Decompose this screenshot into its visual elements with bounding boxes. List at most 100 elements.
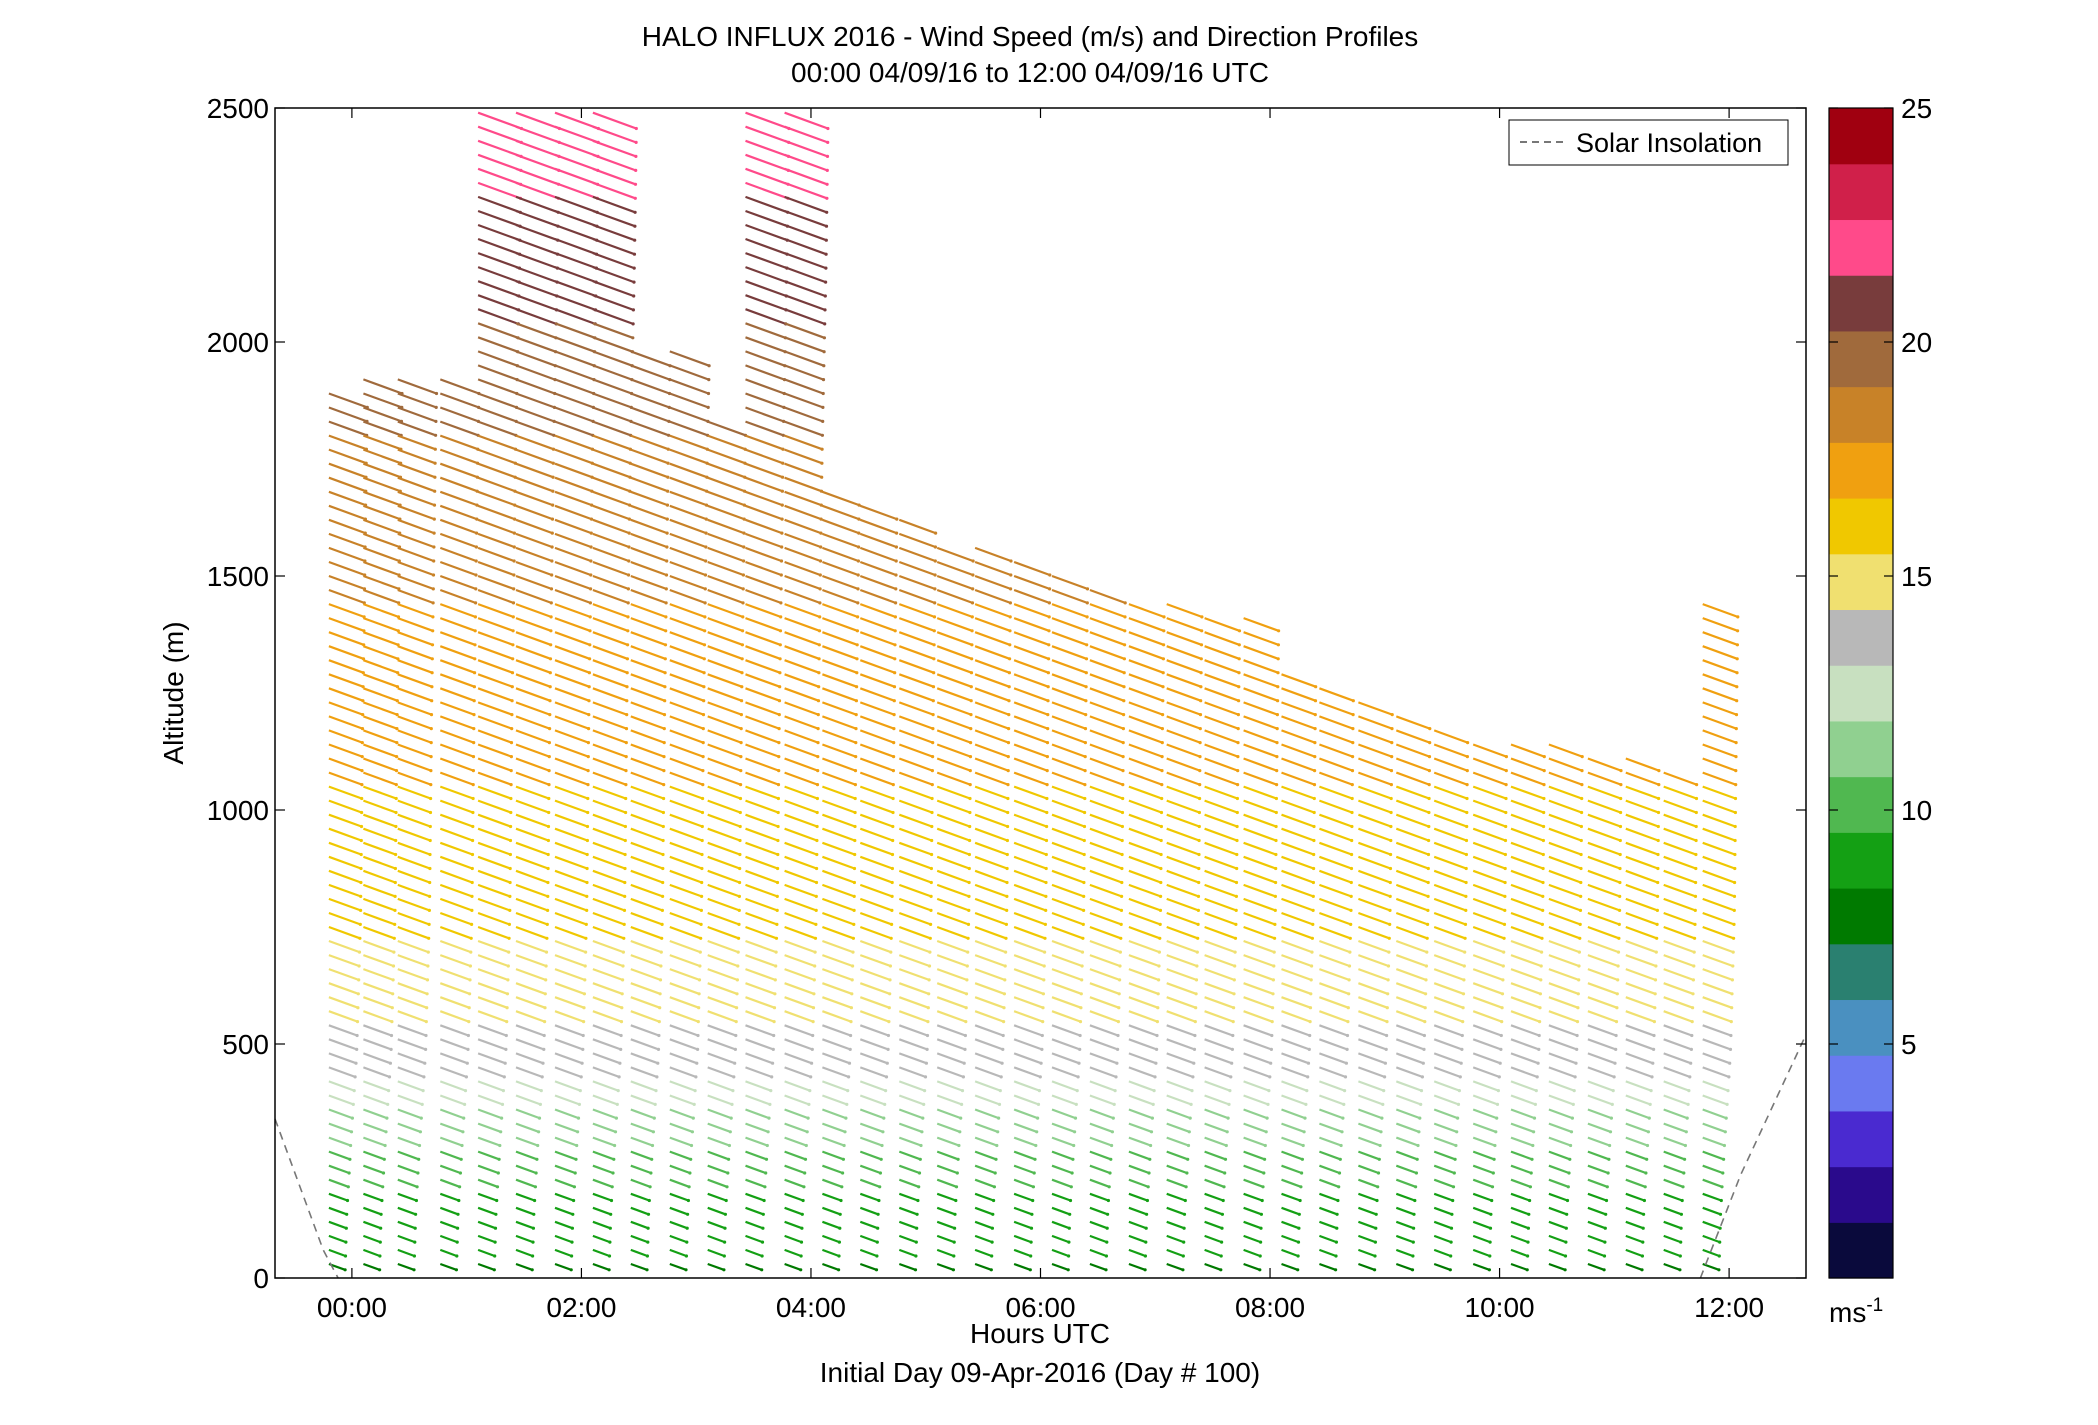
wind-arrow bbox=[745, 434, 784, 451]
wind-arrow-head bbox=[1182, 1240, 1186, 1244]
wind-arrow-head bbox=[1233, 936, 1238, 940]
wind-arrow bbox=[745, 1094, 771, 1106]
wind-arrow-head bbox=[1412, 1226, 1416, 1230]
wind-arrow-head bbox=[777, 741, 781, 745]
wind-arrow-head bbox=[1427, 824, 1431, 829]
wind-arrow-head bbox=[930, 824, 934, 829]
wind-arrow-head bbox=[611, 1171, 615, 1175]
wind-arrow bbox=[328, 841, 362, 856]
wind-arrow-head bbox=[1427, 769, 1431, 773]
wind-arrow bbox=[707, 729, 742, 744]
wind-arrow-head bbox=[1274, 824, 1278, 829]
wind-arrow-head bbox=[882, 1116, 886, 1120]
wind-arrow bbox=[822, 1178, 843, 1188]
wind-arrow bbox=[1663, 1150, 1685, 1161]
wind-arrow-head bbox=[781, 475, 785, 479]
wind-arrow-head bbox=[1462, 964, 1466, 968]
wind-arrow bbox=[1663, 982, 1694, 995]
wind-arrow-head bbox=[549, 615, 553, 619]
wind-arrow bbox=[439, 392, 479, 409]
wind-arrow-head bbox=[805, 1130, 809, 1134]
wind-arrow bbox=[328, 1248, 346, 1258]
wind-arrow bbox=[707, 1108, 732, 1120]
wind-arrow bbox=[1013, 841, 1047, 856]
wind-arrow bbox=[1013, 883, 1047, 898]
wind-arrow-head bbox=[647, 1198, 651, 1203]
wind-arrow bbox=[974, 645, 1010, 660]
wind-arrow-head bbox=[574, 1157, 578, 1161]
wind-arrow bbox=[859, 855, 893, 870]
wind-arrow bbox=[1281, 1038, 1310, 1051]
wind-arrow bbox=[1625, 968, 1656, 981]
wind-arrow-head bbox=[1274, 796, 1278, 801]
wind-arrow-head bbox=[849, 1033, 853, 1038]
wind-arrow-head bbox=[624, 783, 628, 787]
wind-arrow-head bbox=[696, 1047, 700, 1051]
wind-arrow-head bbox=[429, 741, 433, 745]
wind-arrow bbox=[936, 1052, 965, 1065]
wind-arrow bbox=[1281, 996, 1311, 1009]
wind-arrow-head bbox=[508, 866, 512, 871]
wind-arrow bbox=[707, 574, 744, 590]
colorbar-segment bbox=[1829, 1055, 1893, 1112]
wind-arrow bbox=[1089, 701, 1124, 716]
wind-arrow-head bbox=[1540, 922, 1544, 927]
wind-arrow-head bbox=[578, 1089, 582, 1093]
wind-arrow bbox=[1433, 996, 1464, 1009]
wind-arrow bbox=[1166, 1164, 1188, 1175]
wind-arrow bbox=[1702, 897, 1735, 912]
wind-arrow-head bbox=[813, 950, 817, 954]
wind-arrow bbox=[859, 841, 893, 856]
wind-arrow-head bbox=[655, 1075, 659, 1079]
wind-arrow bbox=[439, 1178, 460, 1188]
wind-arrow-head bbox=[1387, 936, 1391, 940]
y-axis-label: Altitude (m) bbox=[158, 621, 189, 764]
wind-arrow bbox=[1358, 855, 1391, 870]
wind-arrow bbox=[784, 420, 823, 437]
wind-arrow-head bbox=[1694, 866, 1698, 871]
wind-arrow-head bbox=[771, 1061, 775, 1065]
wind-arrow-head bbox=[1729, 1020, 1733, 1024]
wind-arrow bbox=[1433, 968, 1465, 981]
wind-arrow-head bbox=[741, 601, 745, 605]
wind-arrow bbox=[328, 827, 362, 842]
wind-arrow bbox=[554, 1066, 582, 1078]
wind-arrow bbox=[1395, 1094, 1422, 1106]
wind-arrow-head bbox=[1722, 1157, 1726, 1161]
wind-arrow-head bbox=[471, 810, 475, 815]
wind-arrow-head bbox=[1270, 1020, 1274, 1024]
wind-arrow-head bbox=[664, 629, 668, 633]
wind-arrow bbox=[630, 757, 665, 772]
wind-arrow-head bbox=[1453, 1157, 1457, 1161]
wind-arrow-head bbox=[394, 769, 399, 773]
wind-arrow bbox=[630, 546, 668, 563]
wind-arrow bbox=[439, 869, 473, 884]
wind-arrow bbox=[1548, 1164, 1570, 1175]
wind-arrow-head bbox=[428, 852, 432, 857]
wind-arrow-head bbox=[1040, 1047, 1044, 1051]
wind-arrow-head bbox=[1337, 1185, 1341, 1189]
wind-arrow bbox=[1433, 883, 1467, 898]
wind-arrow bbox=[974, 841, 1008, 856]
wind-arrow-head bbox=[1490, 1198, 1494, 1203]
wind-arrow bbox=[1204, 799, 1238, 814]
wind-arrow-head bbox=[1533, 1102, 1537, 1106]
wind-arrow bbox=[477, 869, 511, 884]
wind-arrow-head bbox=[1350, 783, 1354, 787]
wind-arrow bbox=[1166, 813, 1200, 828]
wind-arrow-head bbox=[471, 755, 476, 759]
wind-arrow-head bbox=[701, 783, 705, 787]
wind-arrow bbox=[1358, 1010, 1388, 1023]
wind-arrow-head bbox=[1503, 852, 1507, 857]
wind-arrow bbox=[1358, 841, 1391, 856]
wind-arrow bbox=[1243, 968, 1274, 981]
wind-arrow bbox=[397, 504, 435, 521]
wind-arrow bbox=[1663, 883, 1696, 898]
wind-arrow bbox=[439, 715, 475, 730]
wind-arrow bbox=[592, 1234, 611, 1244]
wind-arrow bbox=[554, 841, 588, 856]
wind-arrow bbox=[1625, 1248, 1643, 1258]
wind-arrow bbox=[397, 925, 430, 940]
wind-arrow-head bbox=[1460, 1033, 1464, 1038]
colorbar-tick-label: 25 bbox=[1901, 93, 1932, 124]
